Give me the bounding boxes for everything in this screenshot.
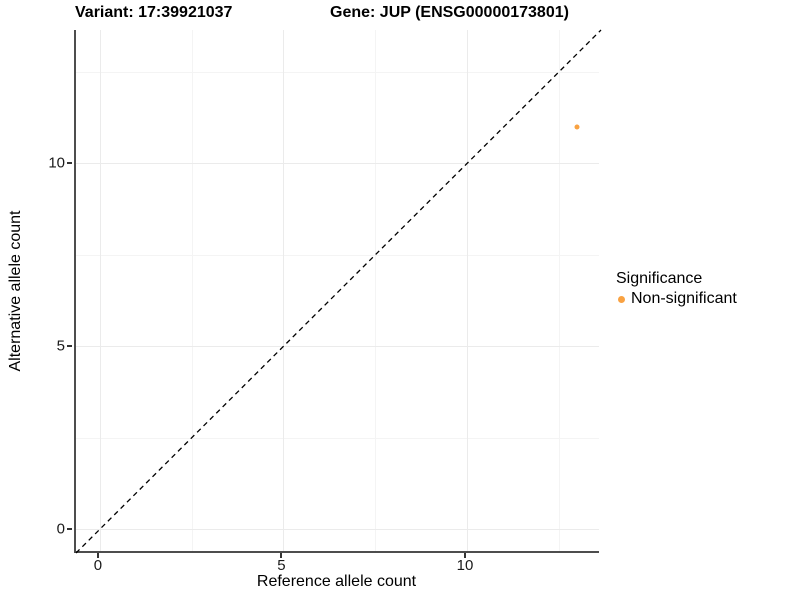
y-tick-mark (67, 162, 72, 165)
x-tick-mark (96, 553, 99, 558)
legend-title: Significance (616, 270, 703, 287)
major-gridline-vertical (466, 30, 468, 551)
non-significant-point-icon (618, 295, 625, 303)
minor-gridline-horizontal (76, 254, 599, 256)
minor-gridline-vertical (375, 30, 377, 551)
legend-entry-non-significant: Non-significant (616, 290, 796, 308)
x-axis-title: Reference allele count (256, 573, 417, 590)
x-tick-label: 0 (93, 557, 103, 574)
data-point (574, 124, 580, 130)
minor-gridline-horizontal (76, 437, 599, 439)
minor-gridline-vertical (558, 30, 560, 551)
minor-gridline-vertical (191, 30, 193, 551)
x-tick-mark (280, 553, 283, 558)
legend: Significance Non-significant (616, 270, 796, 308)
y-tick-label: 5 (56, 337, 65, 355)
y-tick-mark (67, 528, 72, 531)
plot-panel (74, 29, 602, 554)
y-axis-title: Alternative allele count (7, 210, 24, 372)
x-tick-label: 5 (277, 557, 286, 574)
x-tick-mark (463, 553, 466, 558)
major-gridline-vertical (99, 30, 101, 551)
y-tick-label: 0 (56, 520, 65, 538)
legend-entry-label: Non-significant (631, 290, 737, 307)
major-gridline-horizontal (76, 529, 599, 531)
y-tick-label: 10 (48, 154, 65, 172)
major-gridline-horizontal (76, 346, 599, 348)
major-gridline-vertical (283, 30, 285, 551)
y-tick-mark (67, 345, 72, 348)
major-gridline-horizontal (76, 163, 599, 165)
variant-title: Variant: 17:39921037 (75, 4, 233, 21)
identity-line (75, 29, 602, 554)
gene-title: Gene: JUP (ENSG00000173801) (330, 4, 569, 21)
x-tick-label: 10 (456, 557, 474, 574)
minor-gridline-horizontal (76, 72, 599, 74)
